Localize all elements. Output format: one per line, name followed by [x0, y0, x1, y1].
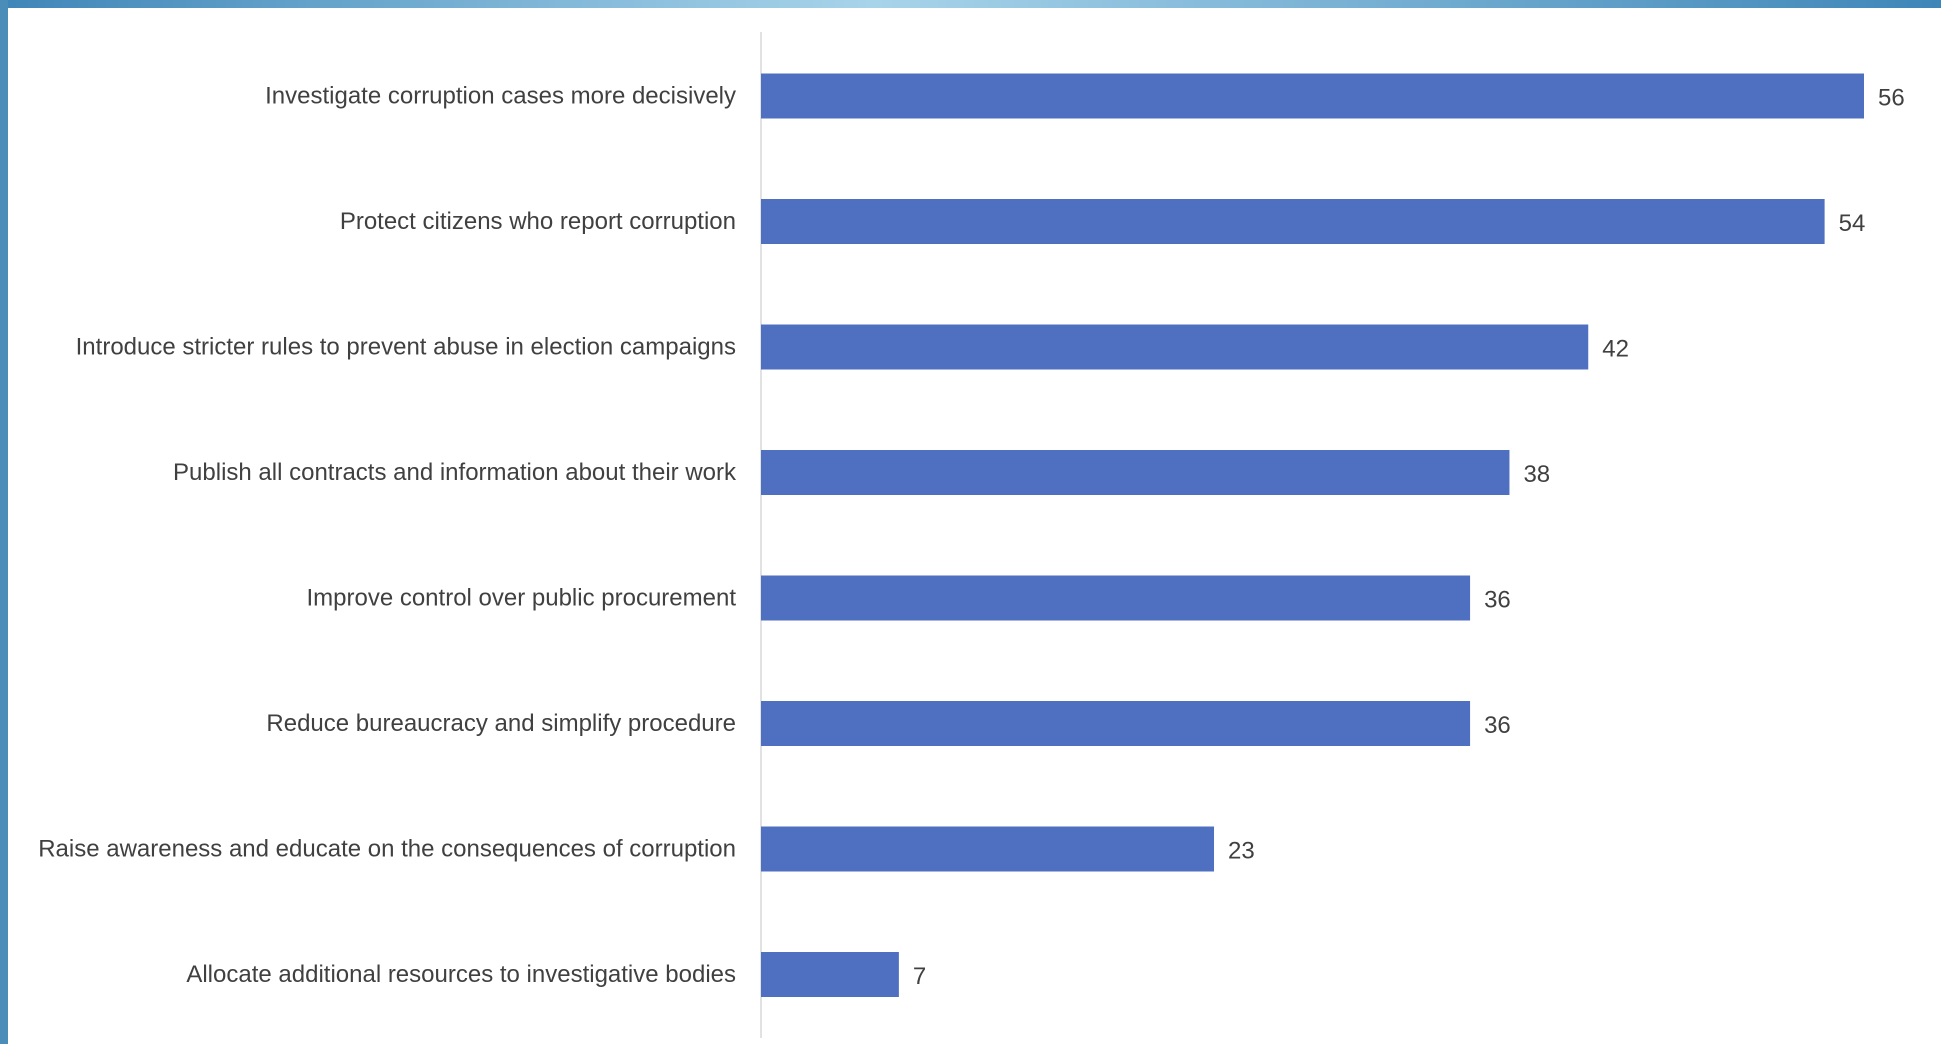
category-label-6: Reduce bureaucracy and simplify procedur…	[266, 710, 736, 737]
category-label-1: Investigate corruption cases more decisi…	[265, 83, 736, 110]
category-label-2: Protect citizens who report corruption	[340, 208, 736, 235]
value-label-7: 23	[1228, 838, 1255, 865]
bar-8	[761, 952, 899, 997]
category-label-3: Introduce stricter rules to prevent abus…	[76, 334, 736, 361]
bar-4	[761, 450, 1510, 495]
category-label-8: Allocate additional resources to investi…	[186, 961, 736, 988]
value-label-6: 36	[1484, 712, 1511, 739]
value-label-4: 38	[1523, 461, 1550, 488]
bar-1	[761, 73, 1864, 119]
value-label-8: 7	[913, 963, 926, 990]
bar-6	[761, 701, 1471, 746]
frame-left-border	[0, 0, 8, 1044]
frame-top-border	[0, 0, 1941, 8]
category-label-5: Improve control over public procurement	[306, 585, 736, 612]
category-label-4: Publish all contracts and information ab…	[173, 459, 737, 486]
bar-series: Investigate corruption cases more decisi…	[38, 73, 1905, 997]
bar-2	[761, 199, 1825, 244]
category-label-7: Raise awareness and educate on the conse…	[38, 836, 736, 863]
value-label-1: 56	[1878, 85, 1905, 112]
value-label-3: 42	[1602, 336, 1629, 363]
bar-5	[761, 575, 1471, 621]
value-label-5: 36	[1484, 587, 1511, 614]
value-label-2: 54	[1839, 210, 1866, 237]
bar-3	[761, 324, 1589, 370]
bar-7	[761, 826, 1215, 872]
